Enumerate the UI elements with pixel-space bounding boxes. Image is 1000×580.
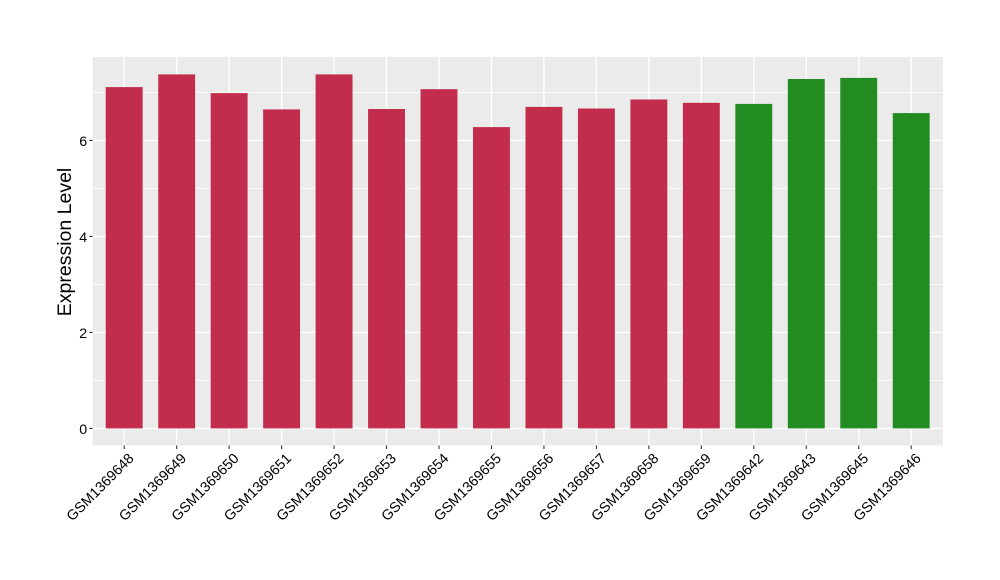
svg-text:Expression Level: Expression Level — [54, 168, 76, 317]
svg-text:2: 2 — [79, 326, 87, 342]
svg-text:6: 6 — [79, 134, 87, 150]
svg-text:4: 4 — [79, 230, 87, 246]
svg-text:0: 0 — [79, 422, 87, 438]
